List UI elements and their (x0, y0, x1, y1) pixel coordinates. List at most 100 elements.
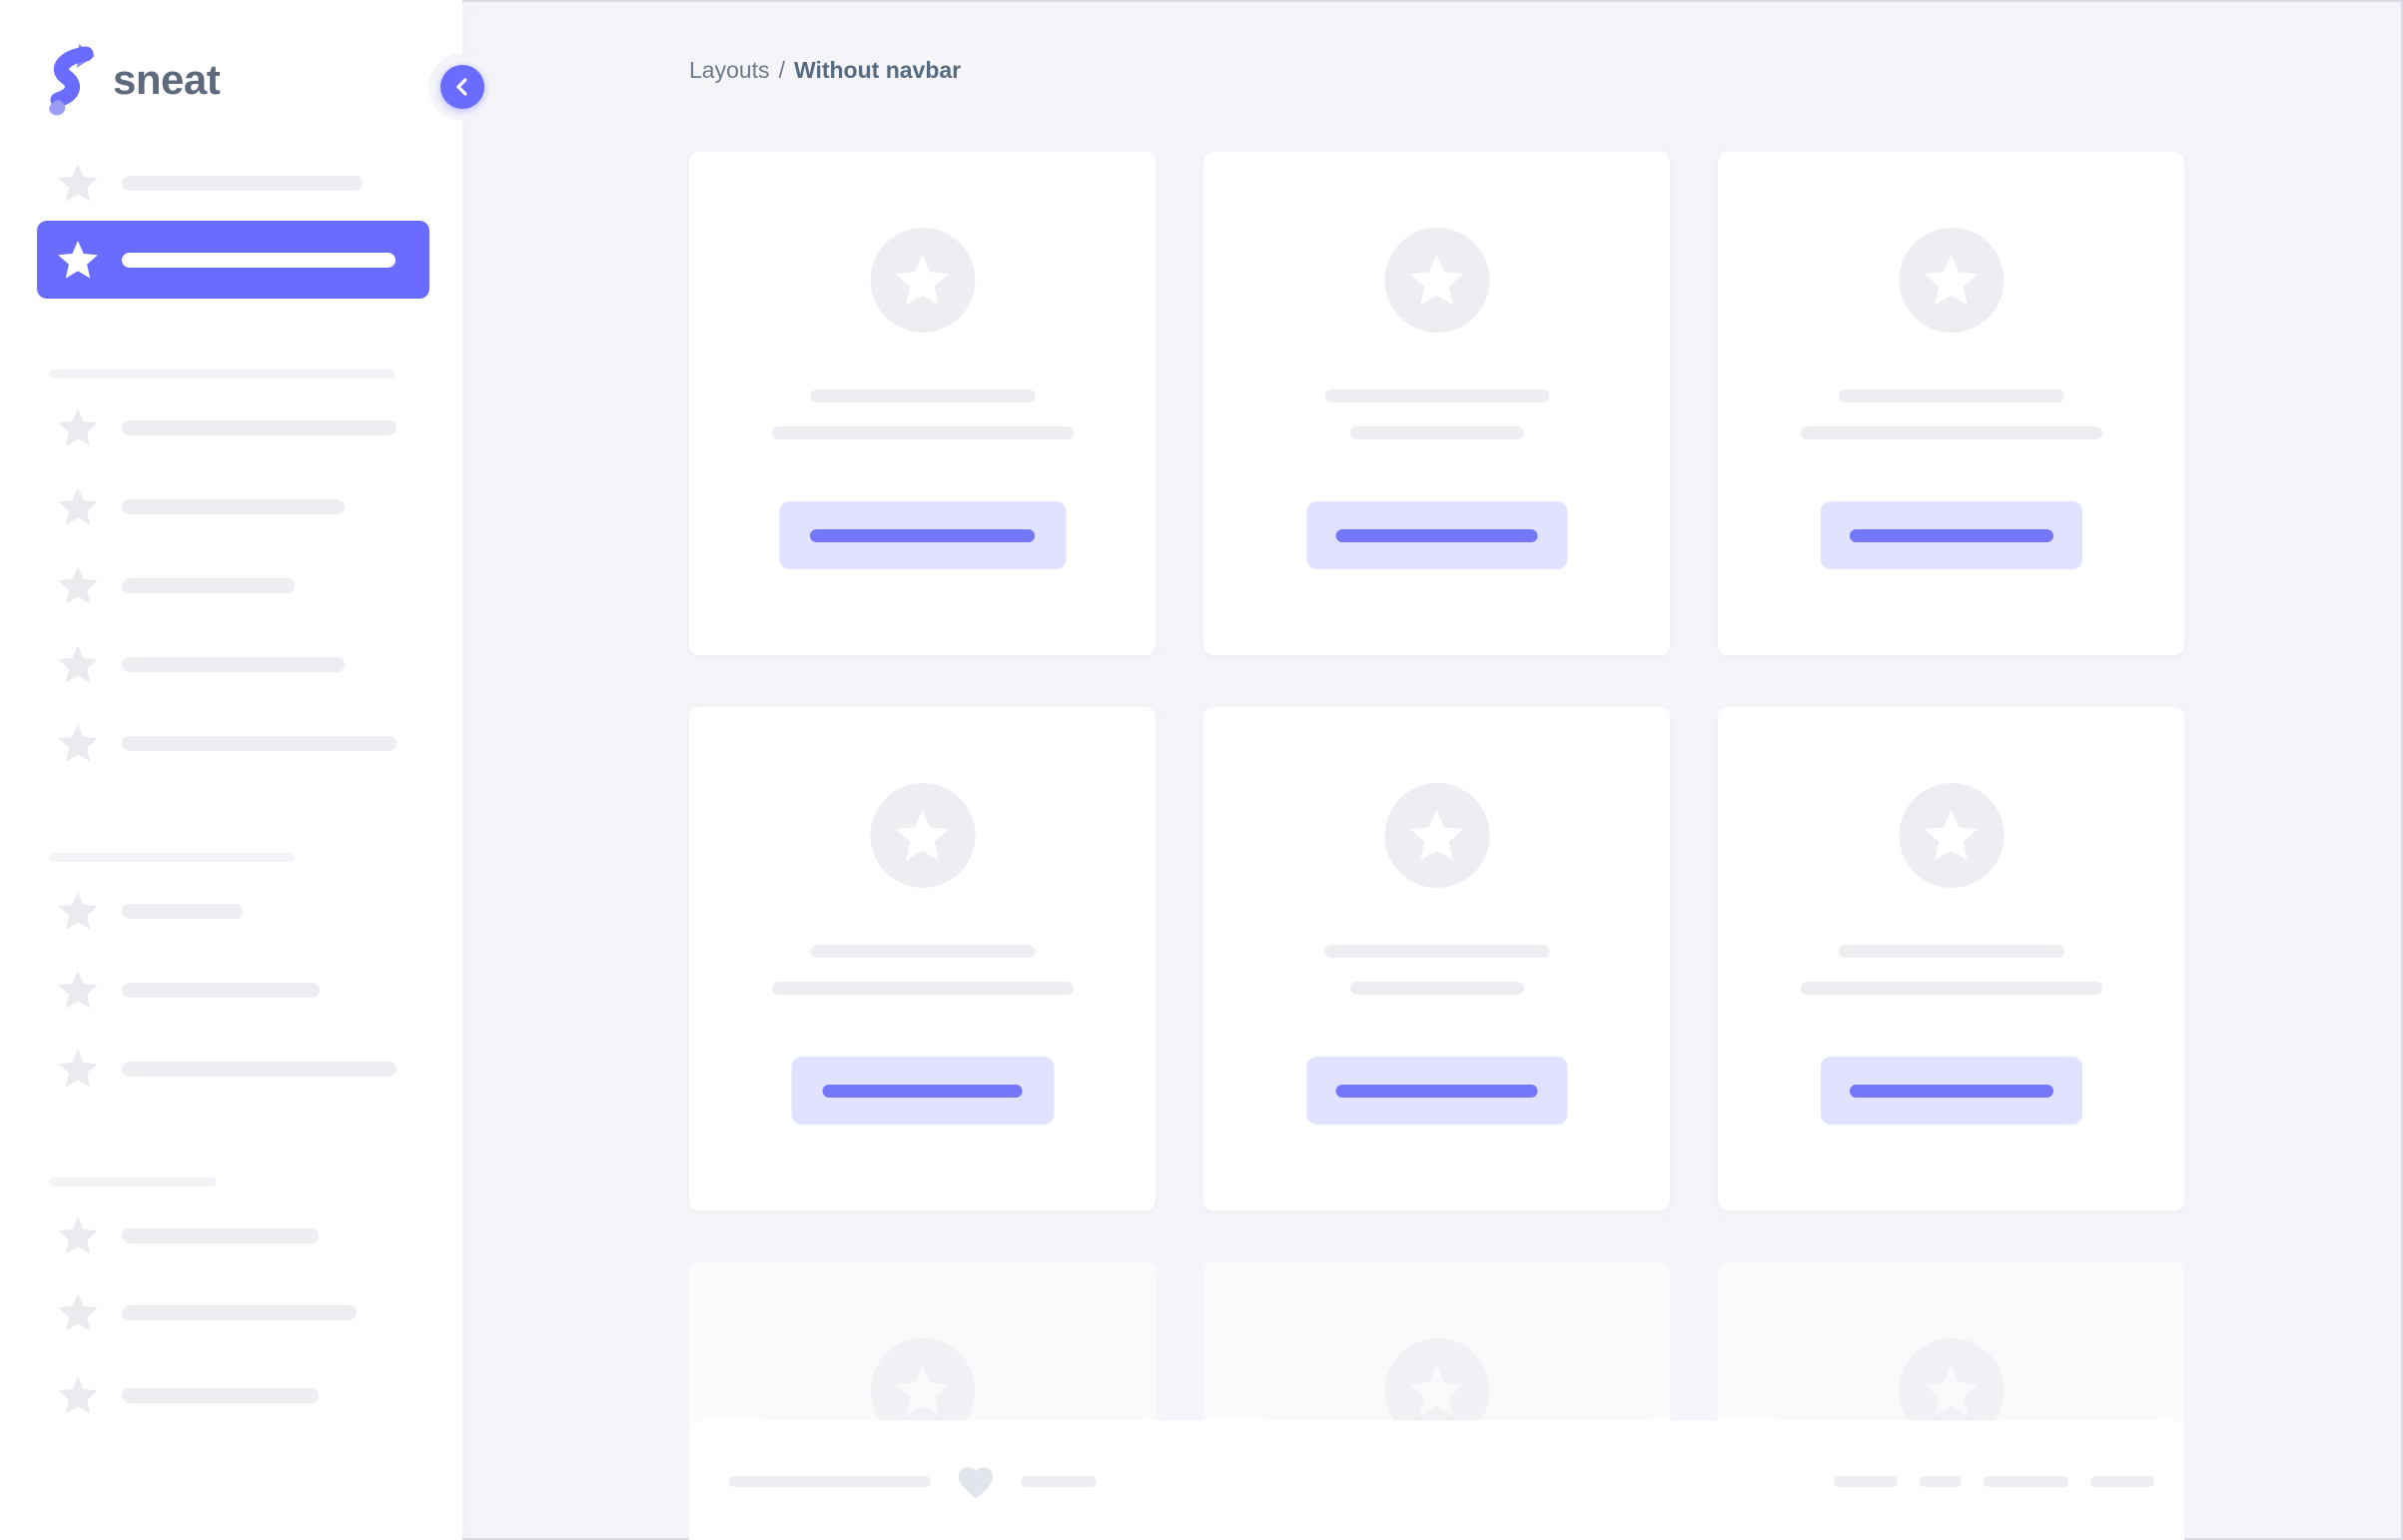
star-icon (58, 1293, 98, 1331)
menu-label-placeholder (122, 578, 295, 593)
menu-label-placeholder (122, 420, 397, 435)
menu-section-heading (49, 370, 395, 379)
menu-label-placeholder (122, 1062, 397, 1077)
star-icon (1409, 255, 1464, 306)
text-placeholder (1349, 982, 1524, 995)
menu-section-heading (49, 1177, 217, 1186)
menu-label-placeholder (122, 983, 320, 998)
button-label-placeholder (810, 529, 1035, 542)
menu-label-placeholder (122, 1388, 319, 1403)
menu-label-placeholder (122, 176, 363, 191)
avatar (870, 783, 975, 888)
footer-link-placeholder[interactable] (2090, 1475, 2154, 1487)
card-action-button[interactable] (1306, 1057, 1567, 1125)
breadcrumb-link-layouts[interactable]: Layouts (689, 57, 770, 83)
text-placeholder (1838, 389, 2064, 402)
star-icon (58, 724, 98, 762)
brand-logo[interactable]: sneat (46, 42, 221, 118)
text-placeholder (1349, 426, 1524, 439)
chevron-left-icon (449, 74, 475, 100)
footer-left (729, 1462, 1097, 1500)
sidebar: sneat (0, 0, 462, 1540)
sidebar-menu-item-active[interactable] (37, 221, 429, 299)
star-icon (58, 408, 98, 446)
star-icon (58, 566, 98, 604)
button-label-placeholder (1335, 529, 1538, 542)
placeholder-card (1718, 707, 2184, 1210)
menu-label-placeholder (122, 253, 396, 268)
footer-text-placeholder (1021, 1475, 1097, 1487)
sidebar-menu-item[interactable] (0, 486, 462, 526)
sidebar-menu-item[interactable] (0, 565, 462, 605)
sneat-logo-icon (46, 42, 96, 118)
placeholder-card (1203, 707, 1670, 1210)
card-action-button[interactable] (1820, 501, 2082, 569)
star-icon (58, 1376, 98, 1414)
breadcrumb-separator: / (778, 57, 785, 83)
brand-name: sneat (113, 56, 221, 103)
star-icon (58, 892, 98, 930)
page-footer (689, 1420, 2184, 1540)
avatar (1384, 228, 1489, 333)
sidebar-menu-item[interactable] (0, 723, 462, 763)
avatar (1899, 228, 2003, 333)
text-placeholder (1800, 982, 2102, 995)
sidebar-menu-item[interactable] (0, 1292, 462, 1332)
cards-grid (689, 152, 2184, 1540)
star-icon (58, 241, 98, 279)
menu-label-placeholder (122, 657, 345, 672)
star-icon (895, 1365, 950, 1416)
sidebar-menu-item[interactable] (0, 1215, 462, 1255)
footer-link-placeholder[interactable] (1920, 1475, 1962, 1487)
star-icon (1409, 1365, 1464, 1416)
breadcrumb: Layouts / Without navbar (689, 57, 961, 84)
menu-label-placeholder (122, 499, 345, 514)
sidebar-menu-item[interactable] (0, 644, 462, 684)
card-action-button[interactable] (779, 501, 1066, 569)
card-action-button[interactable] (1306, 501, 1567, 569)
star-icon (58, 645, 98, 683)
avatar (1899, 783, 2003, 888)
star-icon (1924, 810, 1979, 861)
card-action-button[interactable] (791, 1057, 1054, 1125)
sidebar-menu-item[interactable] (0, 1049, 462, 1089)
avatar (1384, 783, 1489, 888)
star-icon (58, 1216, 98, 1254)
star-icon (1924, 1365, 1979, 1416)
sidebar-menu-item[interactable] (0, 970, 462, 1010)
sidebar-menu-item[interactable] (0, 163, 462, 203)
footer-text-placeholder (729, 1475, 931, 1487)
text-placeholder (1838, 945, 2064, 958)
button-label-placeholder (1849, 529, 2053, 542)
sidebar-collapse-toggle[interactable] (440, 65, 484, 109)
placeholder-card (1203, 152, 1670, 655)
menu-label-placeholder (122, 904, 243, 919)
text-placeholder (1800, 426, 2102, 439)
menu-section-heading (49, 853, 295, 862)
text-placeholder (1324, 389, 1549, 402)
placeholder-card (689, 152, 1156, 655)
main-content: Layouts / Without navbar (462, 0, 2403, 1540)
star-icon (1924, 255, 1979, 306)
text-placeholder (771, 982, 1074, 995)
sidebar-menu-item[interactable] (0, 407, 462, 447)
button-label-placeholder (822, 1085, 1023, 1098)
star-icon (895, 810, 950, 861)
footer-right (1834, 1475, 2154, 1487)
button-label-placeholder (1849, 1085, 2053, 1098)
breadcrumb-current: Without navbar (793, 57, 962, 83)
button-label-placeholder (1335, 1085, 1538, 1098)
sidebar-menu-item[interactable] (0, 1375, 462, 1415)
footer-link-placeholder[interactable] (1984, 1475, 2068, 1487)
card-action-button[interactable] (1820, 1057, 2082, 1125)
star-icon (58, 487, 98, 525)
text-placeholder (771, 426, 1074, 439)
sidebar-menu-item[interactable] (0, 891, 462, 931)
placeholder-card (1718, 152, 2184, 655)
menu-label-placeholder (122, 736, 397, 751)
star-icon (58, 1050, 98, 1088)
star-icon (895, 255, 950, 306)
sidebar-menu (0, 0, 462, 1540)
footer-link-placeholder[interactable] (1834, 1475, 1898, 1487)
